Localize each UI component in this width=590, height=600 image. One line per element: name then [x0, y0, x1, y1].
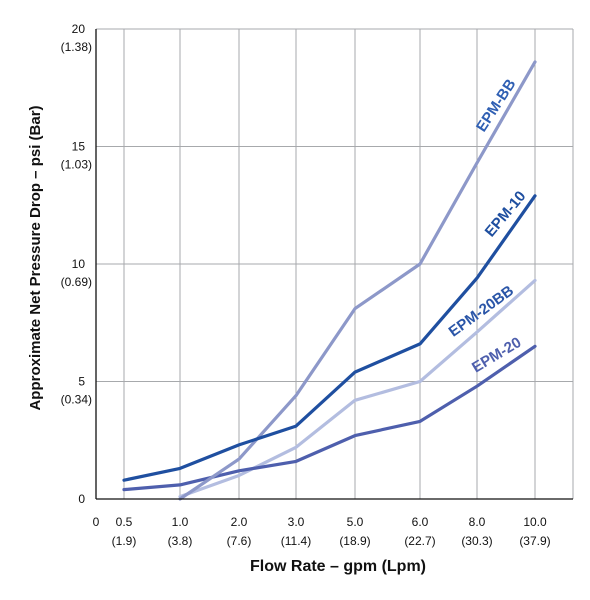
y-axis-title: Approximate Net Pressure Drop – psi (Bar…	[27, 105, 44, 410]
series-lines	[122, 60, 537, 501]
x-tick-label: 0	[93, 515, 100, 529]
y-tick-label: 15	[72, 140, 86, 154]
axes	[95, 29, 573, 500]
x-tick-label: 0.5	[116, 515, 133, 529]
x-tick-labels: 0 0.5 (1.9) 1.0 (3.8) 2.0 (7.6) 3.0 (11.4) 5.0 (18…	[93, 515, 551, 548]
y-tick-label: 10	[72, 257, 86, 271]
y-tick-label: 20	[72, 22, 86, 36]
y-tick-label: 0	[78, 492, 85, 506]
x-tick-label: 6.0	[412, 515, 429, 529]
x-tick-sublabel: (30.3)	[461, 534, 492, 548]
x-tick-sublabel: (3.8)	[168, 534, 193, 548]
x-tick-label: 2.0	[231, 515, 248, 529]
x-tick-sublabel: (1.9)	[112, 534, 137, 548]
x-tick-label: 10.0	[523, 515, 547, 529]
y-tick-label: 5	[78, 375, 85, 389]
series-line-epm-20bb	[178, 278, 537, 499]
series-label-epm-20bb: EPM-20BB	[446, 282, 517, 340]
series-line-epm-bb	[178, 60, 537, 501]
y-tick-labels: 0 5 (0.34) 10 (0.69) 15 (1.03) 20 (1.38)	[61, 22, 92, 506]
x-tick-sublabel: (7.6)	[227, 534, 252, 548]
x-tick-label: 3.0	[288, 515, 305, 529]
y-tick-sublabel: (1.03)	[61, 158, 92, 172]
series-line-epm-20	[122, 344, 537, 492]
x-tick-label: 8.0	[469, 515, 486, 529]
x-axis-title: Flow Rate – gpm (Lpm)	[250, 558, 426, 575]
x-tick-sublabel: (18.9)	[339, 534, 370, 548]
y-tick-sublabel: (1.38)	[61, 40, 92, 54]
y-tick-sublabel: (0.69)	[61, 275, 92, 289]
x-tick-sublabel: (37.9)	[519, 534, 550, 548]
x-tick-sublabel: (22.7)	[404, 534, 435, 548]
x-tick-label: 5.0	[347, 515, 364, 529]
x-tick-sublabel: (11.4)	[281, 534, 311, 548]
x-tick-label: 1.0	[172, 515, 189, 529]
series-line-epm-10	[122, 194, 537, 482]
y-tick-sublabel: (0.34)	[61, 393, 92, 407]
